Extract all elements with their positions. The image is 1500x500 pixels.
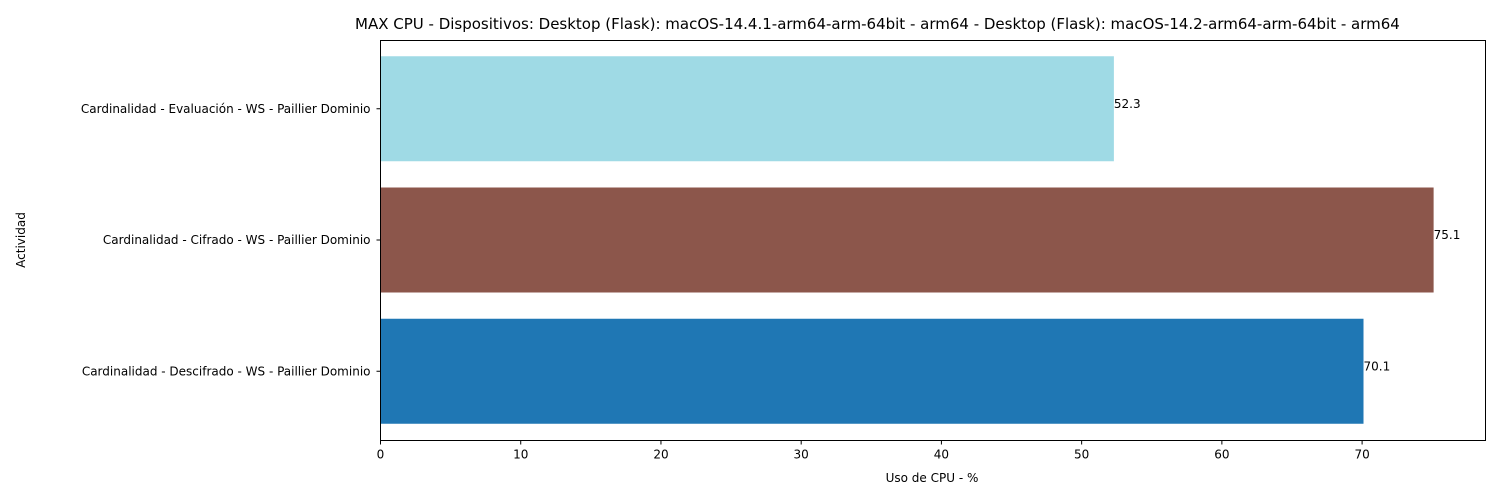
x-tick-label-10: 10	[513, 448, 528, 462]
data-label-cardinalidad-cifrado-ws-paillier-dominio: 75.1	[1434, 228, 1461, 242]
data-label-cardinalidad-descifrado-ws-paillier-dominio: 70.1	[1364, 359, 1391, 373]
bar-cardinalidad-evaluacion-ws-paillier-dominio	[380, 56, 1114, 162]
x-tick-label-60: 60	[1214, 448, 1229, 462]
x-tick-label-30: 30	[794, 448, 809, 462]
chart-title: MAX CPU - Dispositivos: Desktop (Flask):…	[355, 15, 1400, 33]
y-tick-label-cardinalidad-cifrado-ws-paillier-dominio: Cardinalidad - Cifrado - WS - Paillier D…	[103, 233, 371, 247]
x-axis-label: Uso de CPU - %	[886, 471, 979, 485]
x-tick-label-70: 70	[1354, 448, 1369, 462]
y-tick-label-cardinalidad-evaluacion-ws-paillier-dominio: Cardinalidad - Evaluación - WS - Paillie…	[81, 102, 371, 116]
bar-cardinalidad-cifrado-ws-paillier-dominio	[380, 187, 1434, 293]
y-axis-label: Actividad	[14, 212, 28, 268]
data-label-cardinalidad-evaluacion-ws-paillier-dominio: 52.3	[1114, 97, 1141, 111]
y-tick-label-cardinalidad-descifrado-ws-paillier-dominio: Cardinalidad - Descifrado - WS - Paillie…	[82, 364, 371, 378]
x-tick-label-0: 0	[377, 448, 385, 462]
x-tick-label-20: 20	[653, 448, 668, 462]
bar-cardinalidad-descifrado-ws-paillier-dominio	[380, 318, 1364, 424]
x-tick-label-50: 50	[1074, 448, 1089, 462]
bars-group: 52.3 75.1 70.1	[380, 56, 1461, 424]
x-tick-label-40: 40	[934, 448, 949, 462]
ticks-group: Cardinalidad - Evaluación - WS - Paillie…	[81, 102, 1370, 462]
plot-frame	[380, 40, 1486, 441]
